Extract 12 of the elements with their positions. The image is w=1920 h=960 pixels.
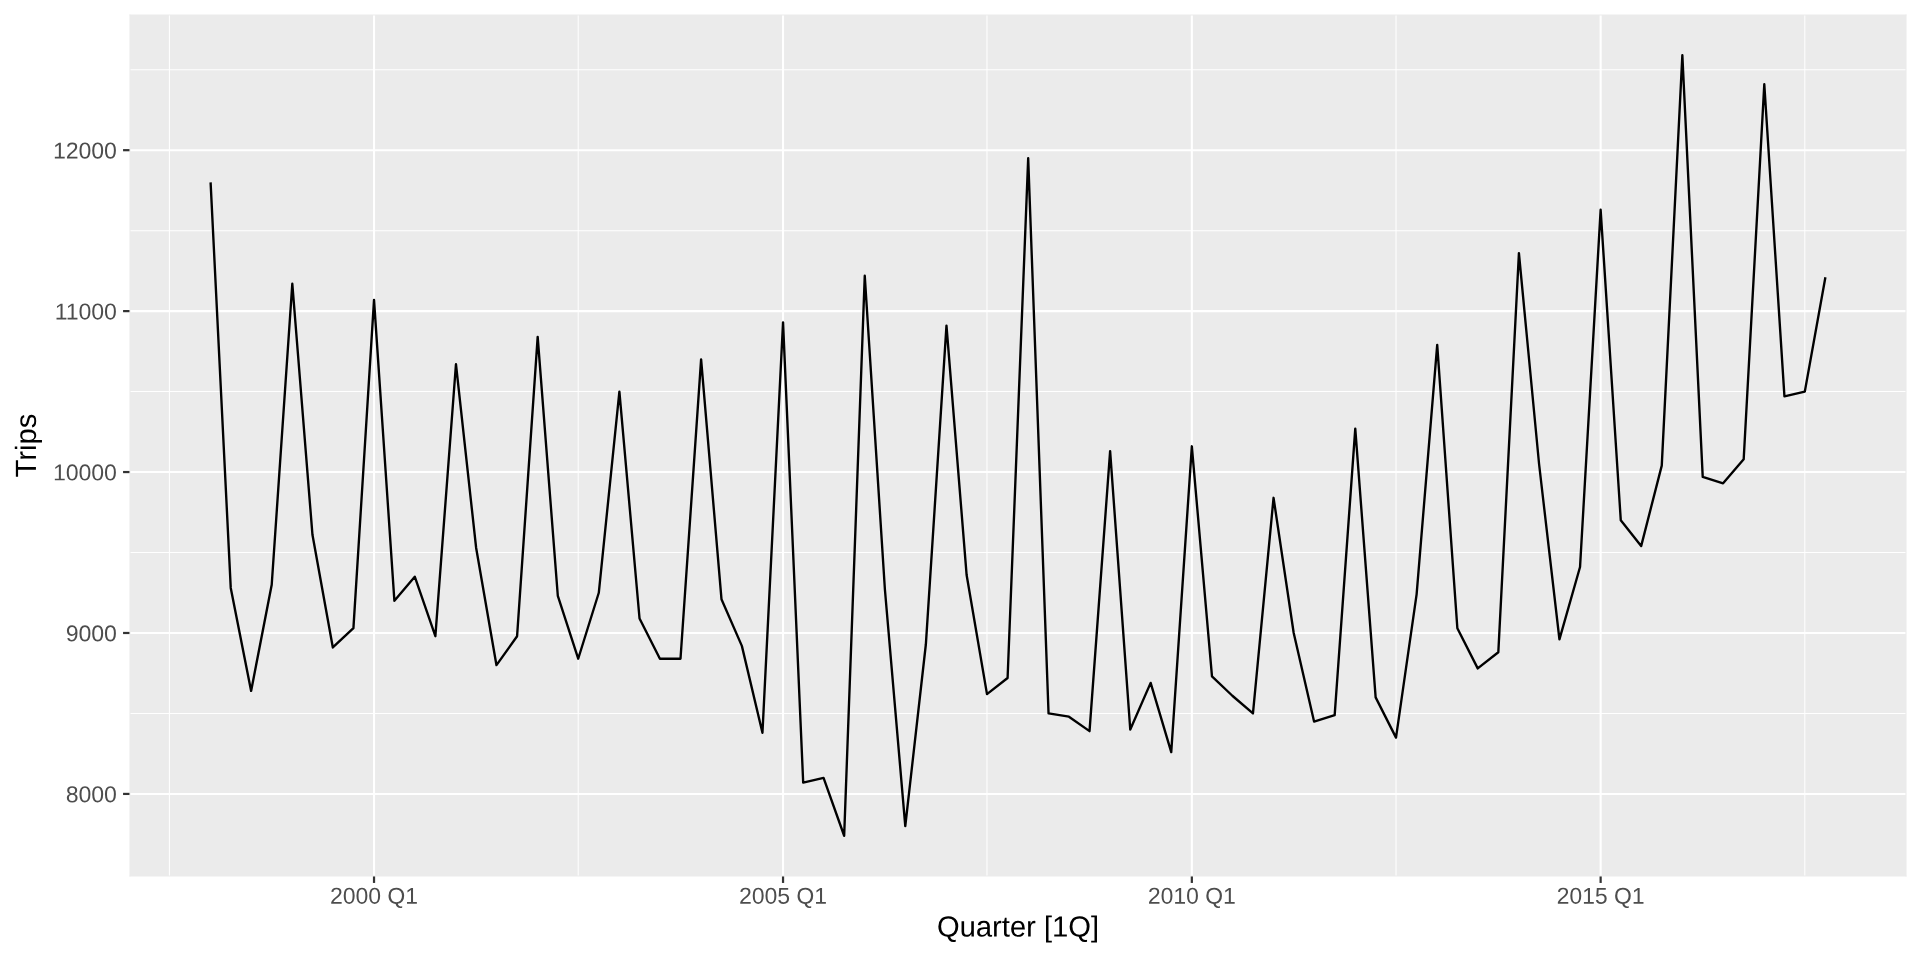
x-tick-label: 2000 Q1 [331,887,417,909]
x-axis-title: Quarter [1Q] [938,915,1097,943]
y-tick-label: 11000 [56,303,116,320]
x-tick-label: 2010 Q1 [1149,887,1235,909]
x-tick-label: 2015 Q1 [1557,887,1644,909]
y-tick-label: 9000 [66,625,116,642]
y-tick-label: 8000 [66,786,116,803]
y-axis-title: Trips [14,414,42,477]
x-tick-label: 2005 Q1 [740,887,826,909]
y-tick-label: 10000 [54,464,116,481]
line-series [209,54,1827,837]
y-tick-label: 12000 [54,142,116,159]
